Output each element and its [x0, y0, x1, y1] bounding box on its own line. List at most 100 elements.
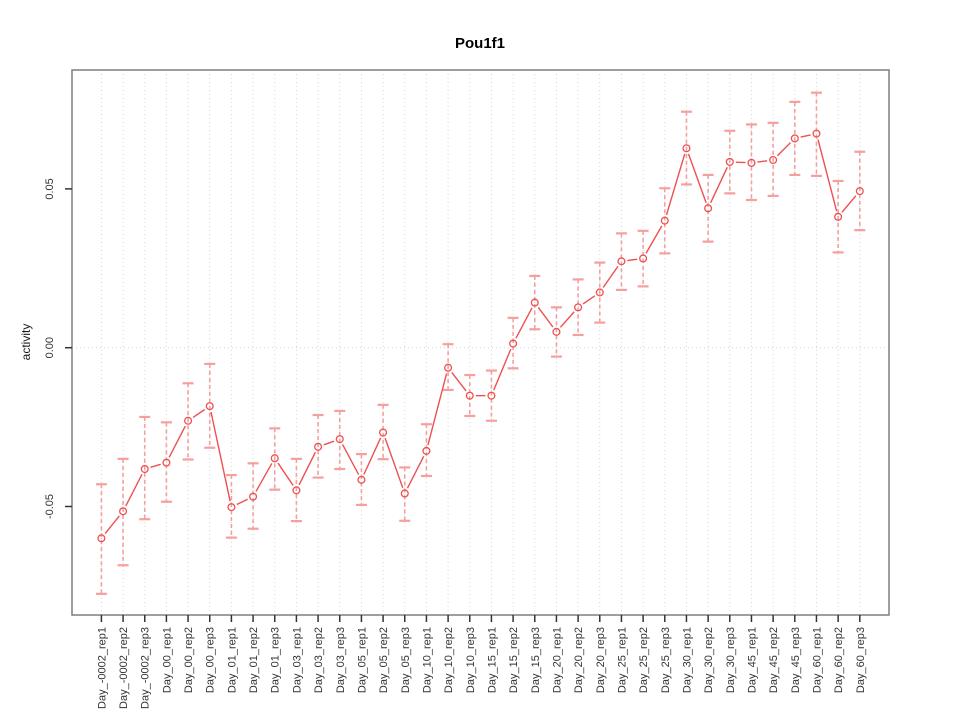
data-point: [270, 454, 279, 463]
series-segment: [236, 498, 248, 506]
x-tick-label: Day_15_rep2: [508, 627, 520, 693]
series-segment: [104, 515, 120, 535]
series-segment: [363, 437, 382, 475]
data-point: [530, 298, 539, 307]
data-point: [812, 129, 821, 138]
x-tick-label: Day_25_rep2: [638, 627, 650, 693]
x-tick-label: Day_15_rep1: [486, 627, 498, 693]
x-tick-label: Day_01_rep1: [226, 627, 238, 693]
series-segment: [125, 474, 143, 507]
series-segment: [800, 134, 811, 138]
series-segment: [277, 462, 294, 486]
data-point: [682, 144, 691, 153]
data-point: [639, 254, 648, 263]
x-tick-label: Day_60_rep1: [811, 627, 823, 693]
data-point: [357, 475, 366, 484]
series-segment: [493, 348, 512, 391]
x-tick-label: Day_25_rep3: [660, 627, 672, 693]
data-point: [444, 363, 453, 372]
series-segment: [341, 444, 360, 475]
plot-box: [71, 69, 890, 616]
series-segment: [298, 451, 317, 486]
data-point: [704, 204, 713, 213]
series-segment: [665, 153, 686, 216]
series-segment: [255, 463, 273, 492]
data-point: [97, 534, 106, 543]
data-point: [769, 155, 778, 165]
data-point: [487, 391, 496, 400]
series-segment: [776, 142, 792, 157]
series-segment: [537, 307, 554, 328]
series-segment: [406, 455, 425, 489]
y-axis-label: activity: [19, 324, 33, 361]
x-tick-label: Day_00_rep1: [161, 627, 173, 693]
series-segment: [323, 440, 335, 446]
x-tick-label: Day_00_rep3: [205, 627, 217, 693]
x-tick-label: Day_45_rep3: [790, 627, 802, 693]
x-tick-label: Day_-0002_rep2: [118, 627, 130, 709]
data-point: [790, 134, 799, 143]
series-segment: [559, 311, 575, 328]
x-tick-label: Day_-0002_rep1: [96, 627, 108, 709]
x-tick-label: Day_05_rep3: [400, 627, 412, 693]
series-segment: [687, 153, 707, 203]
x-tick-label: Day_20_rep2: [573, 627, 585, 693]
y-tick-label: 0.05: [44, 178, 56, 199]
series-segment: [627, 258, 638, 262]
data-point: [617, 257, 626, 266]
x-tick-label: Day_03_rep3: [335, 627, 347, 693]
data-point: [747, 158, 756, 167]
data-point: [205, 402, 214, 411]
data-point: [595, 288, 604, 297]
data-point: [400, 489, 409, 498]
y-tick-label: 0.00: [44, 337, 56, 358]
data-point: [552, 327, 561, 336]
data-point: [834, 212, 843, 221]
x-tick-label: Day_03_rep1: [291, 627, 303, 693]
series-segment: [384, 437, 404, 489]
series-segment: [168, 425, 186, 458]
data-point: [184, 416, 193, 425]
series-segment: [210, 411, 231, 502]
x-tick-label: Day_01_rep3: [270, 627, 282, 693]
data-point: [465, 391, 474, 400]
x-tick-label: Day_01_rep2: [248, 627, 260, 693]
series-segment: [817, 139, 838, 212]
data-point: [379, 428, 388, 437]
data-point: [119, 507, 128, 516]
series-segment: [602, 265, 619, 288]
x-tick-label: Day_30_rep1: [681, 627, 693, 693]
data-point: [574, 303, 583, 312]
data-point: [422, 446, 431, 455]
data-point: [292, 486, 301, 495]
x-tick-label: Day_-0002_rep3: [140, 627, 152, 709]
x-tick-label: Day_45_rep1: [746, 627, 758, 693]
x-tick-label: Day_25_rep1: [616, 627, 628, 693]
x-tick-label: Day_45_rep2: [768, 627, 780, 693]
x-tick-label: Day_20_rep1: [551, 627, 563, 693]
series-segment: [192, 408, 206, 418]
x-tick-label: Day_60_rep3: [855, 627, 867, 693]
data-point: [227, 503, 236, 512]
series-segment: [757, 160, 768, 163]
x-tick-label: Day_10_rep2: [443, 627, 455, 693]
y-tick-label: -0.05: [44, 494, 56, 519]
x-tick-label: Day_30_rep3: [725, 627, 737, 693]
series-segment: [582, 295, 596, 305]
data-point: [162, 458, 171, 467]
series-segment: [451, 372, 467, 392]
x-tick-label: Day_60_rep2: [833, 627, 845, 693]
x-tick-label: Day_03_rep2: [313, 627, 325, 693]
chart-title: Pou1f1: [455, 35, 505, 52]
x-tick-label: Day_05_rep1: [356, 627, 368, 693]
data-point: [660, 216, 669, 225]
x-tick-label: Day_20_rep3: [595, 627, 607, 693]
x-tick-label: Day_10_rep3: [465, 627, 477, 693]
x-tick-label: Day_10_rep1: [421, 627, 433, 693]
series-segment: [150, 463, 161, 469]
series-segment: [841, 195, 857, 213]
data-point: [855, 187, 864, 196]
data-point: [140, 464, 149, 474]
